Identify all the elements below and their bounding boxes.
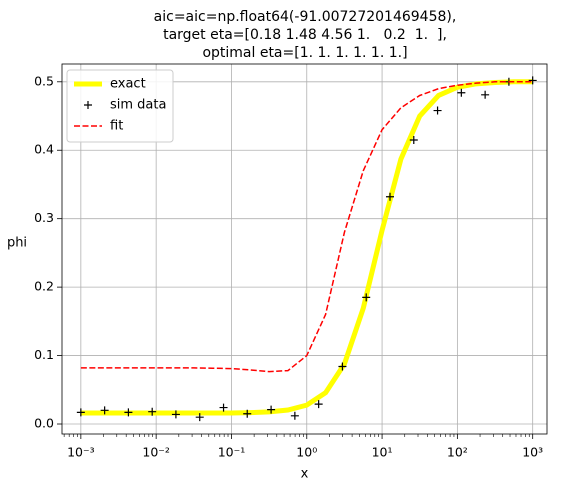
x-tick-label: 10⁻²	[142, 445, 170, 460]
y-tick-label: 0.5	[34, 73, 54, 88]
legend-label: fit	[110, 119, 123, 134]
legend-swatch	[84, 101, 92, 109]
x-tick-label: 10²	[447, 445, 468, 460]
data-point	[409, 135, 418, 144]
x-tick-label: 10³	[522, 445, 543, 460]
x-axis-label: x	[301, 467, 309, 482]
y-tick-label: 0.2	[34, 279, 54, 294]
data-point	[148, 407, 157, 416]
legend-label: exact	[110, 77, 146, 92]
data-point	[433, 106, 442, 115]
line-fit	[80, 81, 533, 373]
data-point	[171, 410, 180, 419]
data-point	[338, 362, 347, 371]
x-tick-label: 10⁻¹	[218, 445, 246, 460]
legend-label: sim data	[110, 98, 166, 113]
x-tick-label: 10⁻³	[67, 445, 95, 460]
data-point	[528, 76, 537, 85]
y-tick-label: 0.0	[34, 416, 54, 431]
data-point	[362, 293, 371, 302]
data-point	[76, 408, 85, 417]
y-tick-label: 0.4	[34, 142, 54, 157]
x-tick-label: 10¹	[372, 445, 393, 460]
data-point	[314, 400, 323, 409]
data-point	[457, 88, 466, 97]
data-point	[219, 403, 228, 412]
data-point	[124, 408, 133, 417]
x-tick-label: 10⁰	[296, 445, 317, 460]
data-point	[267, 405, 276, 414]
data-point	[100, 406, 109, 415]
chart-title: target eta=[0.18 1.48 4.56 1. 0.2 1. ],	[163, 27, 447, 43]
legend-box	[66, 69, 174, 143]
plot-frame	[61, 63, 548, 435]
y-tick-label: 0.3	[34, 210, 54, 225]
data-point	[243, 409, 252, 418]
chart-title: optimal eta=[1. 1. 1. 1. 1. 1.]	[202, 45, 407, 61]
y-axis-label: phi	[7, 236, 27, 251]
data-point	[481, 90, 490, 99]
y-tick-label: 0.1	[34, 347, 54, 362]
line-exact	[80, 79, 533, 416]
chart-title: aic=aic=np.float64(-91.00727201469458),	[154, 9, 457, 25]
data-point	[195, 413, 204, 422]
data-point	[385, 192, 394, 201]
data-point	[290, 411, 299, 420]
